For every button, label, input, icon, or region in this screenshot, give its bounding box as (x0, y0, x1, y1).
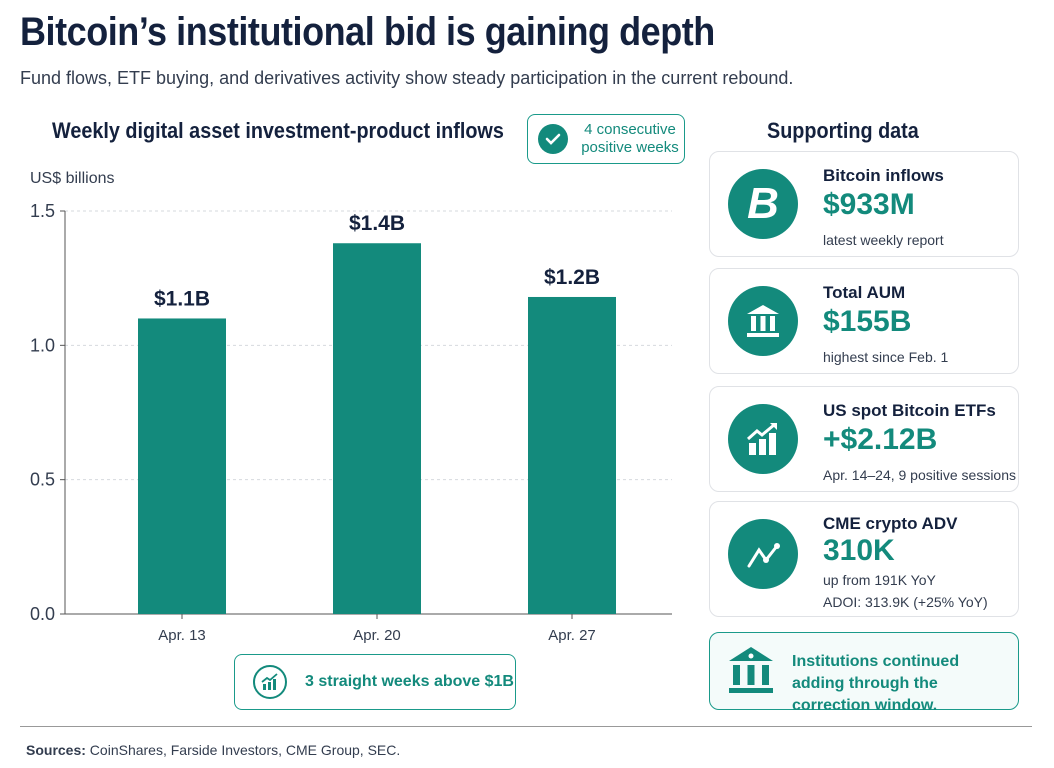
card-note: ADOI: 313.9K (+25% YoY) (823, 594, 988, 610)
card-cme-adv: CME crypto ADV 310K up from 191K YoY ADO… (709, 501, 1019, 617)
x-tick-label: Apr. 13 (158, 627, 206, 644)
bank-icon (728, 286, 798, 356)
divider (20, 726, 1032, 727)
check-icon (538, 124, 568, 154)
data-label: $1.4B (349, 212, 405, 235)
bar (528, 296, 616, 614)
y-tick-label: 0.5 (30, 470, 55, 490)
card-value: +$2.12B (823, 423, 938, 456)
card-note: Apr. 14–24, 9 positive sessions (823, 467, 1017, 483)
data-label: $1.1B (154, 287, 210, 310)
card-spot-etfs: US spot Bitcoin ETFs +$2.12B Apr. 14–24,… (709, 386, 1019, 492)
callout-text: Institutions continued adding through th… (792, 653, 960, 714)
callout-box: Institutions continued adding through th… (709, 632, 1019, 714)
line-chart-icon (728, 519, 798, 589)
badge-text: 3 straight weeks above $1B (305, 673, 514, 690)
above-1b-badge: 3 straight weeks above $1B (234, 654, 516, 710)
y-axis-label: US$ billions (30, 170, 115, 187)
chart-title: Weekly digital asset investment-product … (52, 118, 504, 143)
card-label: CME crypto ADV (823, 514, 958, 533)
card-note: up from 191K YoY (823, 572, 936, 588)
bank-icon (726, 645, 776, 702)
bar (138, 318, 226, 614)
consecutive-weeks-badge: 4 consecutive positive weeks (527, 114, 685, 164)
y-tick-label: 1.5 (30, 201, 55, 221)
card-value: 310K (823, 534, 895, 567)
badge-text: 4 consecutive positive weeks (581, 121, 679, 156)
y-tick-label: 0.0 (30, 604, 55, 624)
x-tick-label: Apr. 27 (548, 627, 596, 644)
x-tick-label: Apr. 20 (353, 627, 401, 644)
page-subtitle: Fund flows, ETF buying, and derivatives … (20, 68, 794, 88)
card-bitcoin-inflows: B Bitcoin inflows $933M latest weekly re… (709, 151, 1019, 257)
sources-text: CoinShares, Farside Investors, CME Group… (85, 742, 401, 758)
sources: Sources: CoinShares, Farside Investors, … (26, 742, 400, 758)
card-label: US spot Bitcoin ETFs (823, 401, 996, 420)
card-label: Bitcoin inflows (823, 166, 944, 185)
card-note: highest since Feb. 1 (823, 349, 949, 365)
card-total-aum: Total AUM $155B highest since Feb. 1 (709, 268, 1019, 374)
card-label: Total AUM (823, 283, 906, 302)
sidebar-title: Supporting data (767, 118, 919, 143)
card-value: $155B (823, 305, 912, 338)
page-title: Bitcoin’s institutional bid is gaining d… (20, 10, 715, 54)
data-label: $1.2B (544, 266, 600, 289)
bitcoin-icon: B (728, 169, 798, 239)
sources-label: Sources: (26, 742, 86, 758)
card-value: $933M (823, 188, 915, 221)
bar-chart: 0.0 0.5 1.0 1.5 $1.1B Apr. 13 $1.4B Apr. 20 $1.2… (30, 201, 672, 644)
growth-chart-icon (253, 665, 287, 699)
y-tick-label: 1.0 (30, 335, 55, 355)
bar (333, 243, 421, 615)
card-note: latest weekly report (823, 232, 944, 248)
growth-chart-icon (728, 404, 798, 474)
